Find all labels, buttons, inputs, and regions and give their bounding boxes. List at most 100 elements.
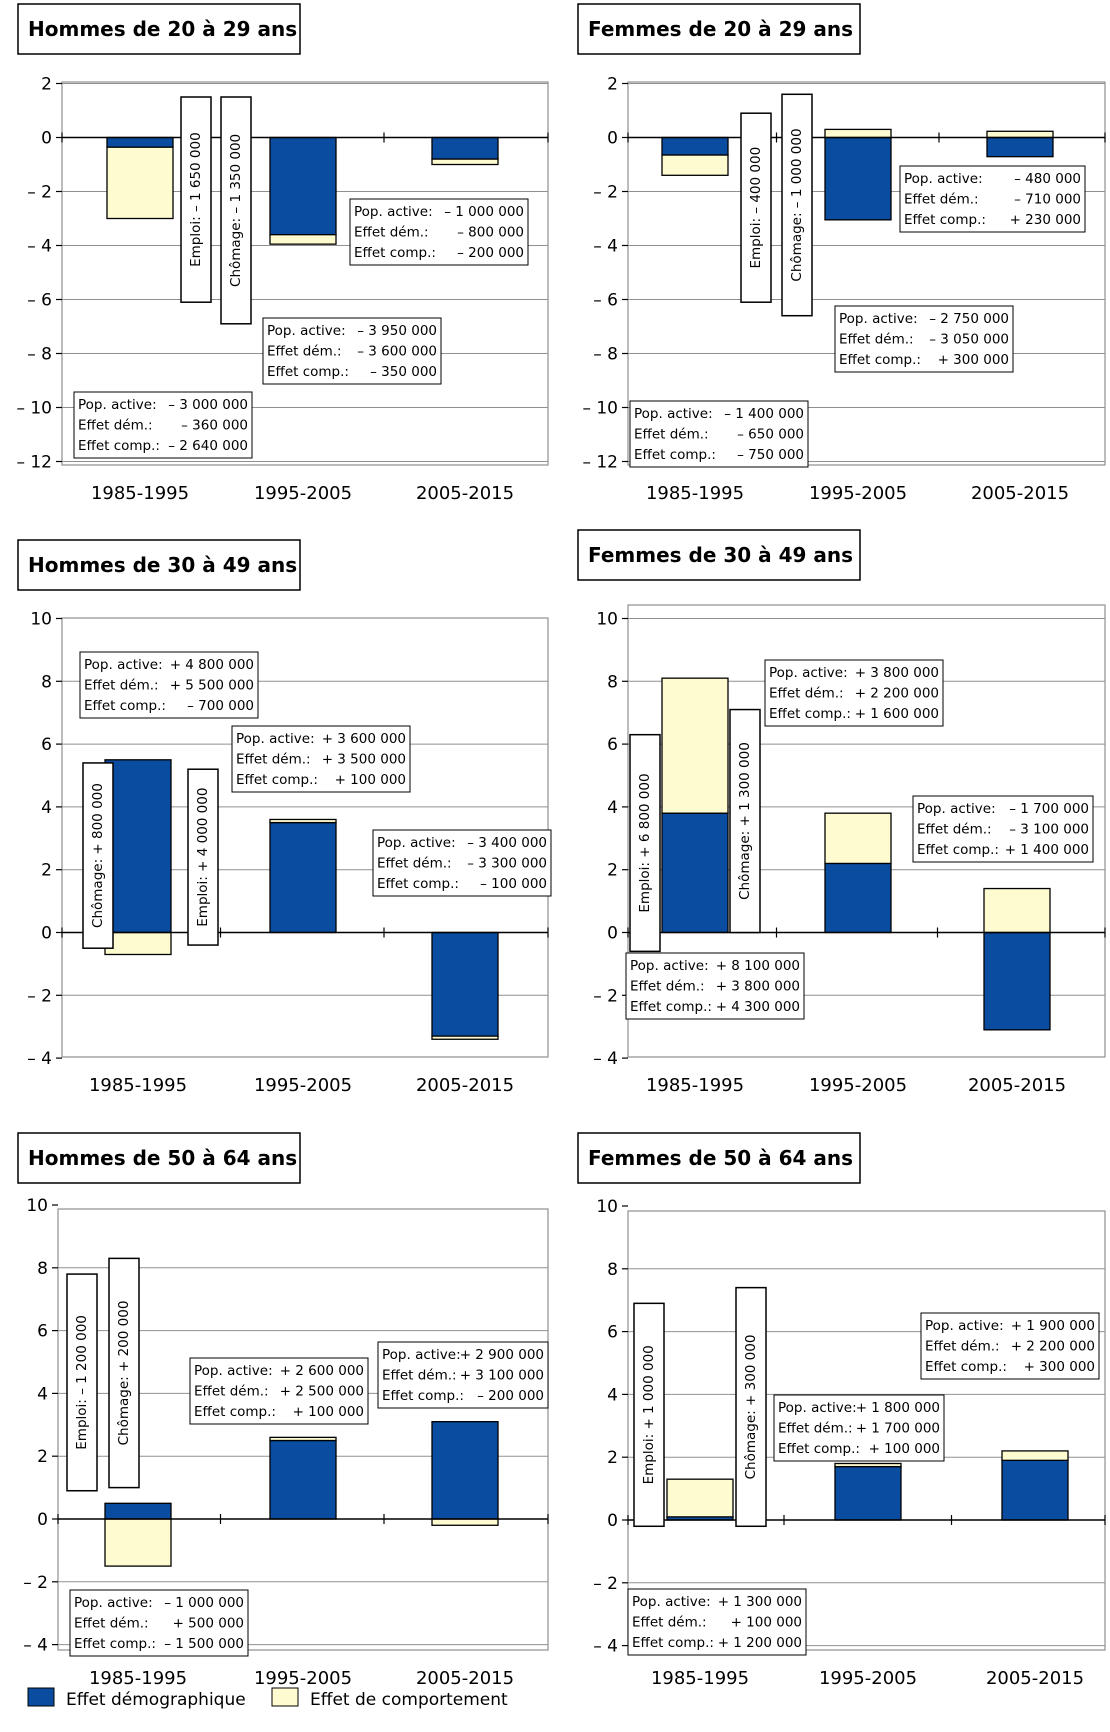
vertical-label: Emploi: – 1 650 000 <box>188 132 204 267</box>
y-tick-label: 8 <box>607 672 618 692</box>
annotation-box <box>627 1588 807 1656</box>
annotation-value: + 1 400 000 <box>1005 842 1089 858</box>
bar-comp-2 <box>834 1462 902 1468</box>
chart-title: Hommes de 30 à 49 ans <box>28 553 297 577</box>
bar-comp-3 <box>431 1518 499 1526</box>
y-tick-label: 8 <box>37 1259 48 1279</box>
annotation-label: Effet dém.: <box>78 418 153 434</box>
y-tick-label: 0 <box>37 1510 48 1530</box>
chart-title-box <box>577 529 861 581</box>
bar-comp-1 <box>104 1518 172 1567</box>
annotation-label: Pop. active: <box>632 1594 711 1610</box>
y-tick-label: 4 <box>607 798 618 818</box>
annotation-value: + 3 800 000 <box>855 665 939 681</box>
bar-demo-2 <box>824 136 892 221</box>
annotation-value: + 1 200 000 <box>718 1635 802 1651</box>
bar-demo-2 <box>269 1439 337 1520</box>
annotation-box <box>69 1589 249 1657</box>
y-tick-label: 2 <box>607 861 618 881</box>
y-tick-label: 2 <box>607 1448 618 1468</box>
vertical-label: Emploi: – 400 000 <box>748 147 764 269</box>
vertical-label: Emploi: + 1 000 000 <box>641 1345 657 1484</box>
annotation-value: + 3 600 000 <box>322 731 406 747</box>
y-tick-label: 0 <box>41 129 52 149</box>
y-tick-label: 10 <box>596 610 618 630</box>
y-tick-label: – 4 <box>593 1637 618 1657</box>
y-tick-label: 4 <box>607 1385 618 1405</box>
vertical-label-box <box>180 96 212 303</box>
annotation-value: + 2 200 000 <box>855 686 939 702</box>
annotation-label: Effet dém.: <box>354 225 429 241</box>
chart-panel-2: Femmes de 20 à 29 ans 2 0 – 2 – 4 – 6 – 8 – 10 –… <box>577 3 1106 504</box>
chart-panel-1: Hommes de 20 à 29 ans 2 0 – 2 – 4 – 6 – 8 – 10 –… <box>16 3 549 504</box>
y-tick-label: – 2 <box>23 1573 48 1593</box>
vertical-label-box <box>729 708 761 934</box>
annotation-label: Effet comp.: <box>194 1404 276 1420</box>
annotation-box <box>773 1394 945 1462</box>
bar-demo-1 <box>661 812 729 934</box>
annotation-value: + 100 000 <box>731 1615 802 1631</box>
bar-comp-3 <box>431 1035 499 1040</box>
chart-title-box <box>17 539 301 591</box>
y-tick-label: – 2 <box>593 986 618 1006</box>
annotation-label: Effet comp.: <box>78 438 160 454</box>
vertical-label: Chômage: – 1 350 000 <box>228 134 244 287</box>
annotation-value: – 3 950 000 <box>357 323 437 339</box>
annotation-label: Effet dém.: <box>632 1615 707 1631</box>
annotation-box <box>73 391 253 459</box>
annotation-label: Pop. active: <box>78 397 157 413</box>
bar-comp-2 <box>269 818 337 824</box>
chart-title: Femmes de 20 à 29 ans <box>588 17 853 41</box>
annotation-label: Effet comp.: <box>630 999 712 1015</box>
annotation-label: Effet comp.: <box>267 364 349 380</box>
x-category-label: 1995-2005 <box>809 483 907 504</box>
annotation-value: + 500 000 <box>173 1616 244 1632</box>
vertical-label: Emploi: – 1 200 000 <box>74 1315 90 1450</box>
bar-comp-1 <box>666 1478 734 1518</box>
bar-comp-2 <box>824 812 892 865</box>
annotation-value: – 2 640 000 <box>168 438 248 454</box>
annotation-value: – 360 000 <box>181 418 248 434</box>
annotation-value: + 1 900 000 <box>1011 1318 1095 1334</box>
annotation-label: Effet dém.: <box>377 856 452 872</box>
bar-demo-1 <box>106 136 174 148</box>
x-category-label: 1985-1995 <box>89 1668 187 1689</box>
y-tick-label: 8 <box>41 672 52 692</box>
bar-comp-1 <box>661 677 729 814</box>
x-category-label: 2005-2015 <box>416 483 514 504</box>
annotation-value: + 300 000 <box>1024 1359 1095 1375</box>
annotation-label: Effet comp.: <box>354 245 436 261</box>
annotation-value: – 480 000 <box>1014 171 1081 187</box>
bar-demo-3 <box>431 1421 499 1520</box>
annotation-label: Effet comp.: <box>632 1635 714 1651</box>
y-tick-label: 6 <box>607 735 618 755</box>
bar-comp-3 <box>983 887 1051 934</box>
annotation-label: Effet dém.: <box>267 344 342 360</box>
y-tick-label: 8 <box>607 1260 618 1280</box>
annotation-value: – 2 750 000 <box>929 311 1009 327</box>
x-category-label: 1995-2005 <box>254 1668 352 1689</box>
x-category-label: 2005-2015 <box>986 1668 1084 1689</box>
bar-demo-1 <box>661 136 729 156</box>
vertical-label-box <box>82 762 114 949</box>
bar-demo-3 <box>431 931 499 1037</box>
annotation-value: – 3 300 000 <box>467 856 547 872</box>
y-tick-label: – 4 <box>593 237 618 257</box>
annotation-label: Effet comp.: <box>74 1636 156 1652</box>
annotation-value: + 1 300 000 <box>718 1594 802 1610</box>
y-tick-label: 10 <box>30 610 52 630</box>
annotation-value: – 1 400 000 <box>724 406 804 422</box>
annotation-label: Pop. active: <box>194 1363 273 1379</box>
y-tick-label: – 10 <box>16 399 52 419</box>
annotation-value: + 5 500 000 <box>170 678 254 694</box>
y-tick-label: 2 <box>41 75 52 95</box>
x-category-label: 1995-2005 <box>254 483 352 504</box>
annotation-box <box>764 659 944 727</box>
annotation-label: Effet dém.: <box>917 822 992 838</box>
annotation-label: Effet dém.: <box>634 427 709 443</box>
x-category-label: 2005-2015 <box>416 1075 514 1096</box>
legend-label-1: Effet démographique <box>66 1690 246 1710</box>
annotation-value: – 710 000 <box>1014 192 1081 208</box>
chart-title-box <box>17 1132 301 1184</box>
annotation-value: + 1 700 000 <box>856 1421 940 1437</box>
